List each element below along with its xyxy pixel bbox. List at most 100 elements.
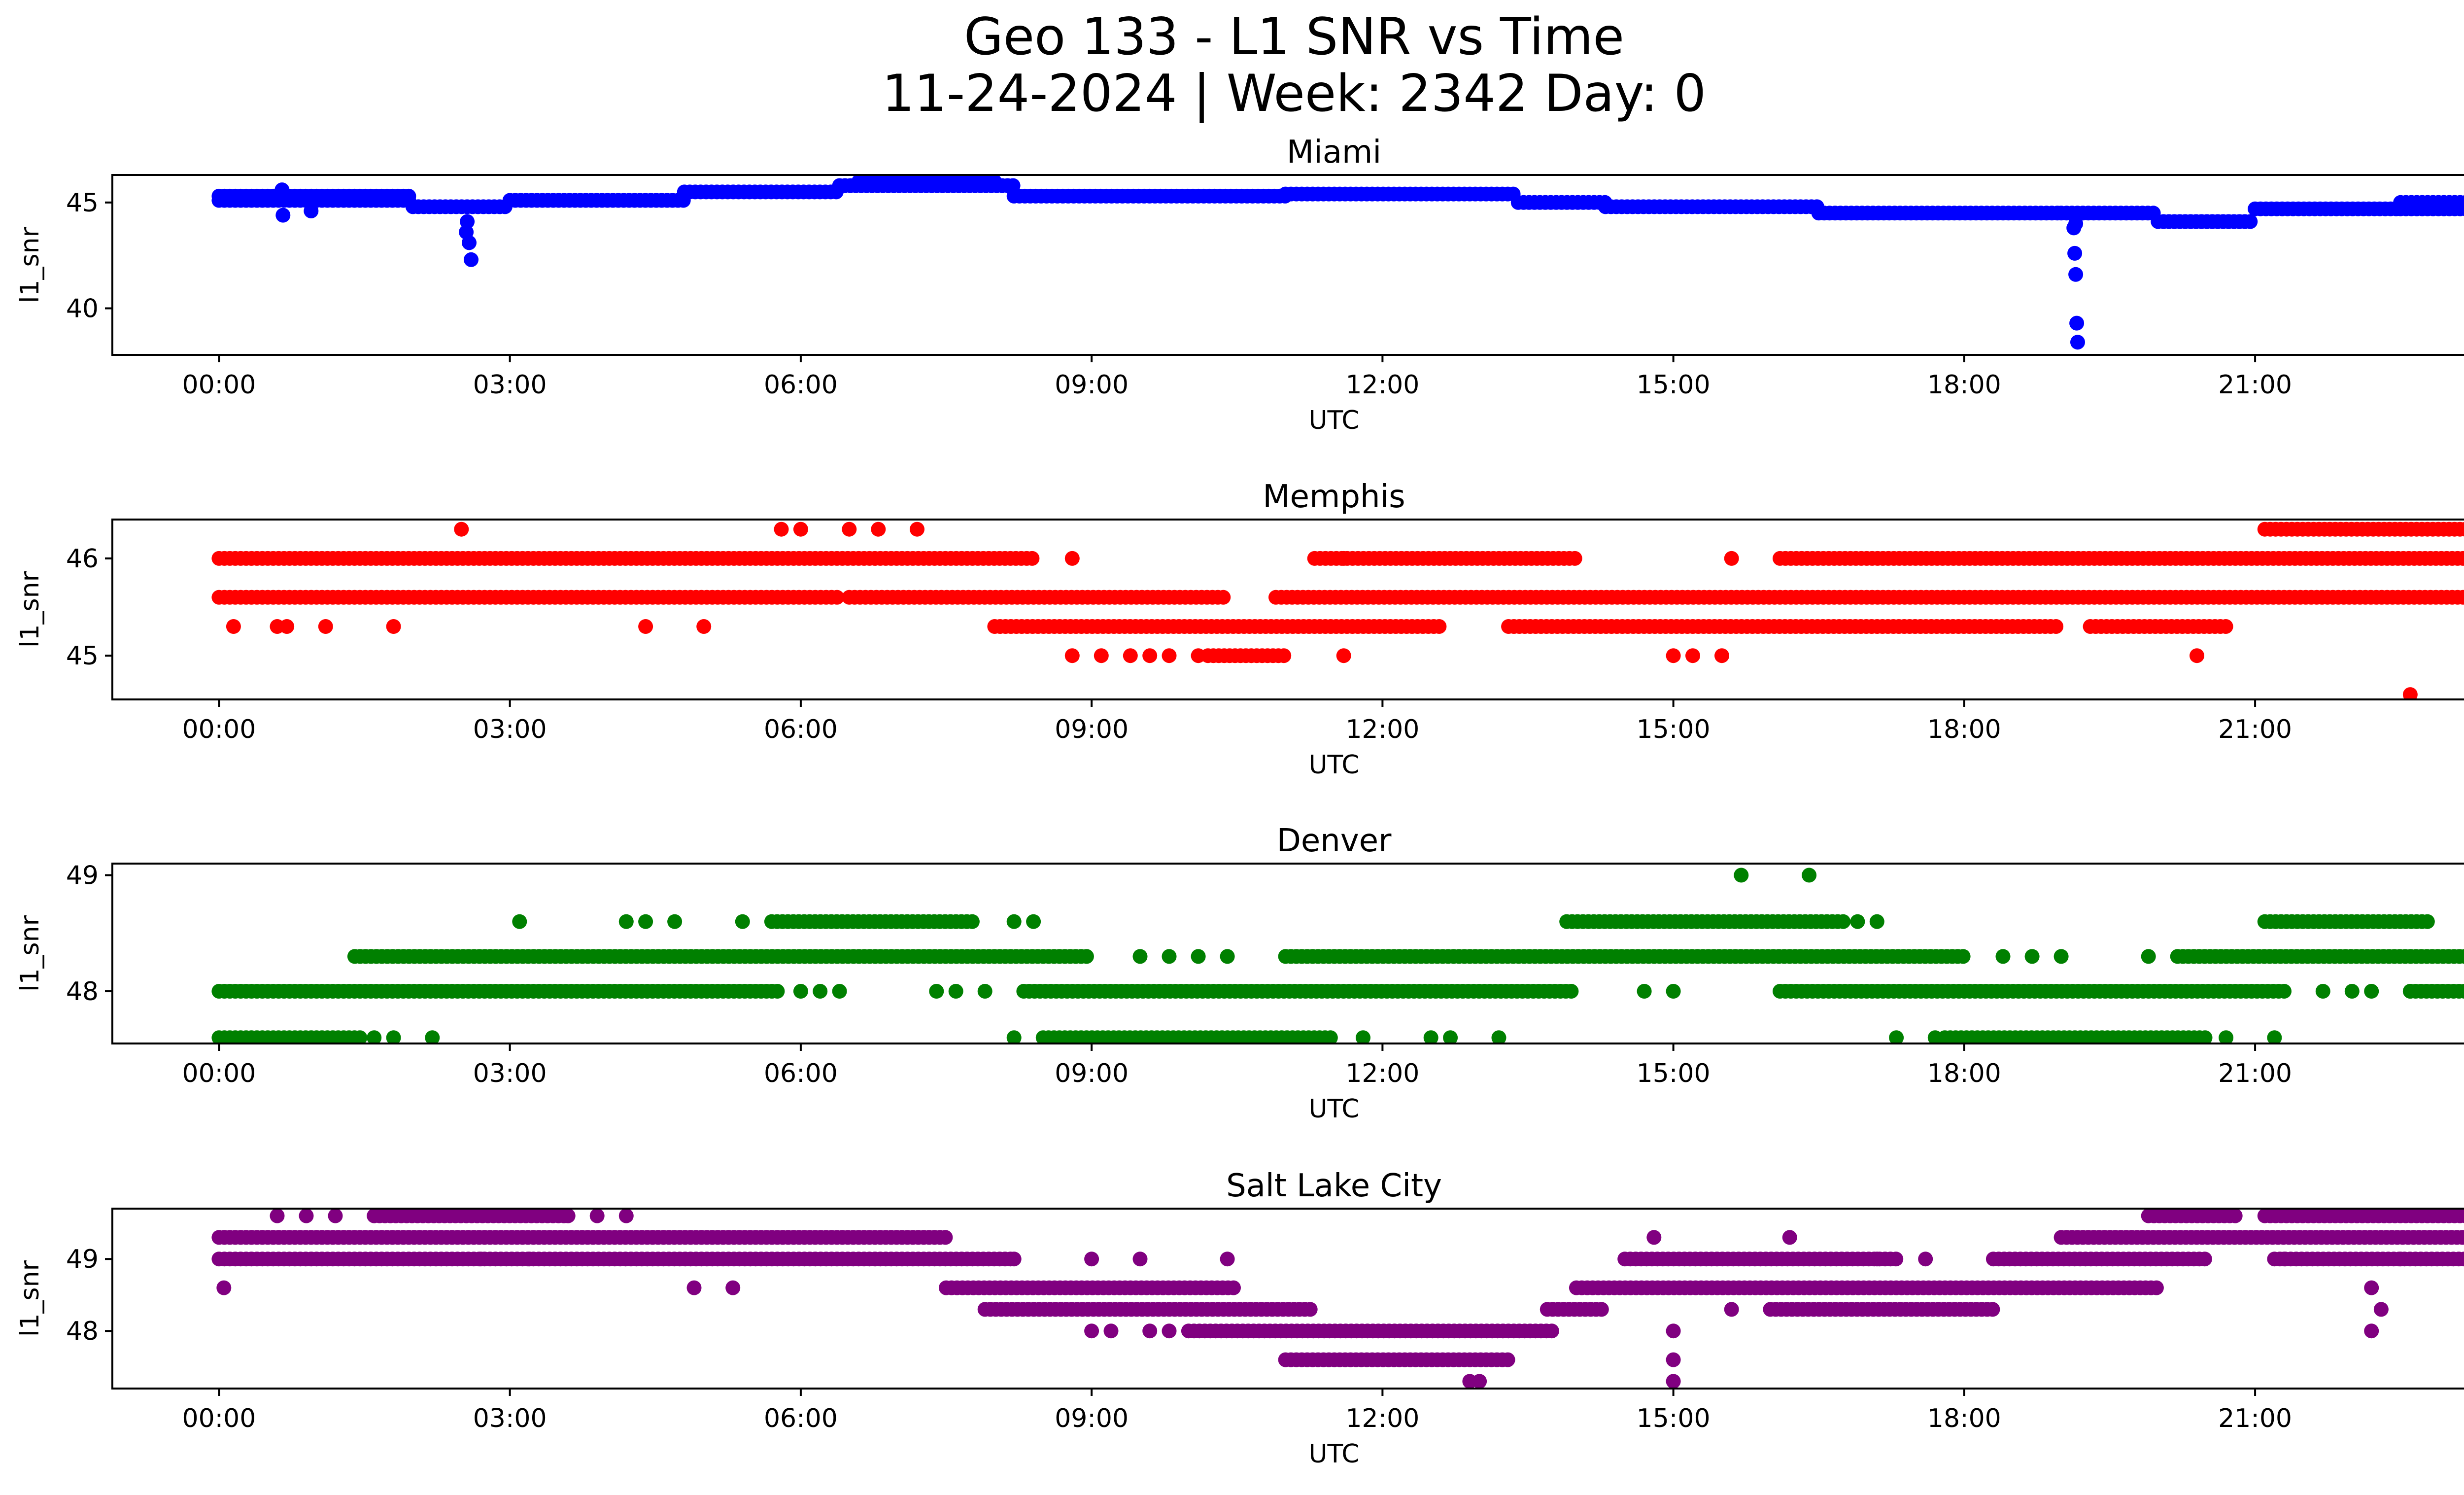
data-point: [2069, 315, 2085, 331]
data-point: [618, 1209, 634, 1223]
x-tick-label: 15:00: [1637, 370, 1711, 400]
data-point: [454, 522, 469, 537]
data-point: [1666, 648, 1681, 663]
data-point: [2049, 619, 2064, 634]
x-tick-label: 03:00: [473, 1059, 547, 1088]
data-point: [386, 1030, 401, 1043]
axes-frame: [111, 863, 2464, 1044]
y-tick-label: 49: [66, 1245, 99, 1274]
subplot-title: Salt Lake City: [1226, 1168, 1442, 1204]
x-tick-label: 09:00: [1055, 1404, 1129, 1433]
x-tick-label: 21:00: [2218, 715, 2292, 744]
x-tick-label: 00:00: [182, 715, 256, 744]
data-point: [1356, 1030, 1370, 1043]
data-point: [2243, 214, 2258, 229]
data-point: [1666, 1374, 1681, 1389]
data-point: [522, 1252, 537, 1267]
data-points: [211, 175, 2464, 350]
data-point: [686, 1280, 702, 1295]
data-point: [1302, 1302, 1318, 1317]
data-point: [696, 619, 712, 634]
data-point: [2456, 590, 2464, 605]
subplot-miami: Miami 00:00 03:00 06:00 09:00 12:00 15:00 18:00…: [15, 134, 2464, 435]
subplot-memphis: Memphis 00:00 03:00 06:00 09:00 12:00 15:00 18:…: [15, 479, 2464, 780]
data-point: [813, 984, 828, 999]
data-point: [2420, 914, 2435, 929]
data-point: [1666, 1323, 1681, 1339]
subplot-denver: Denver 00:00 03:00 06:00 09:00 12:00 15:00 18:0…: [15, 823, 2464, 1124]
data-point: [1802, 868, 1817, 883]
data-point: [2068, 267, 2084, 282]
x-tick-label: 18:00: [1927, 715, 2001, 744]
data-point: [425, 1030, 440, 1043]
data-point: [1564, 984, 1579, 999]
data-point: [2457, 1252, 2464, 1267]
data-point: [1443, 1030, 1458, 1043]
data-point: [1850, 914, 1865, 929]
x-tick-label: 03:00: [473, 1404, 547, 1433]
data-point: [2456, 551, 2464, 566]
data-point: [270, 1209, 285, 1223]
data-point: [1666, 1352, 1681, 1367]
data-point: [2462, 986, 2464, 996]
data-point: [2463, 952, 2464, 961]
data-point: [2458, 522, 2464, 537]
data-point: [1491, 1030, 1506, 1043]
data-point: [367, 1030, 382, 1043]
data-point: [1666, 984, 1681, 999]
data-point: [1955, 949, 1971, 964]
data-point: [829, 590, 845, 605]
data-point: [2068, 216, 2084, 231]
data-point: [977, 984, 992, 999]
data-point: [2373, 1302, 2389, 1317]
data-point: [1869, 914, 1884, 929]
figure-title-line1: Geo 133 - L1 SNR vs Time: [964, 7, 1624, 67]
data-point: [1432, 619, 1447, 634]
data-point: [2364, 984, 2379, 999]
data-point: [1064, 648, 1080, 663]
data-point: [1276, 648, 1292, 663]
data-point: [2458, 202, 2464, 216]
x-tick-label: 21:00: [2218, 1059, 2292, 1088]
axes-frame: [111, 519, 2464, 700]
subplots: Miami 00:00 03:00 06:00 09:00 12:00 15:00 18:00…: [15, 134, 2464, 1469]
data-point: [2277, 1252, 2292, 1267]
data-point: [1084, 1252, 1099, 1267]
data-point: [1888, 1252, 1904, 1267]
data-point: [793, 984, 808, 999]
subplot-salt-lake-city: Salt Lake City 00:00 03:00 06:00 09:00 12:00 1…: [15, 1168, 2464, 1469]
data-point: [1220, 949, 1235, 964]
figure-title-line2: 11-24-2024 | Week: 2342 Day: 0: [882, 64, 1706, 123]
data-point: [1094, 648, 1109, 663]
x-tick-label: 15:00: [1637, 1059, 1711, 1088]
data-point: [299, 1209, 314, 1223]
data-point: [735, 914, 750, 929]
x-tick-label: 18:00: [1927, 1059, 2001, 1088]
x-tick-label: 12:00: [1345, 1404, 1419, 1433]
data-point: [793, 522, 808, 537]
data-point: [2277, 984, 2292, 999]
data-point: [2461, 591, 2464, 603]
data-point: [589, 1209, 605, 1223]
x-axis-label: UTC: [1308, 1094, 1359, 1124]
data-point: [1724, 1302, 1739, 1317]
data-point: [1714, 648, 1729, 663]
data-point: [1079, 949, 1094, 964]
x-tick-label: 15:00: [1637, 715, 1711, 744]
x-axis-label: UTC: [1308, 750, 1359, 780]
data-point: [2344, 984, 2360, 999]
data-point: [1142, 648, 1158, 663]
data-point: [638, 914, 653, 929]
data-point: [2149, 1280, 2164, 1295]
y-tick-label: 45: [66, 641, 99, 671]
data-point: [1472, 1374, 1487, 1389]
data-point: [929, 984, 944, 999]
subplot-title: Miami: [1287, 134, 1381, 171]
x-tick-label: 06:00: [764, 370, 838, 400]
data-point: [638, 619, 653, 634]
x-tick-label: 03:00: [473, 370, 547, 400]
data-point: [304, 204, 319, 218]
data-point: [1500, 1352, 1515, 1367]
